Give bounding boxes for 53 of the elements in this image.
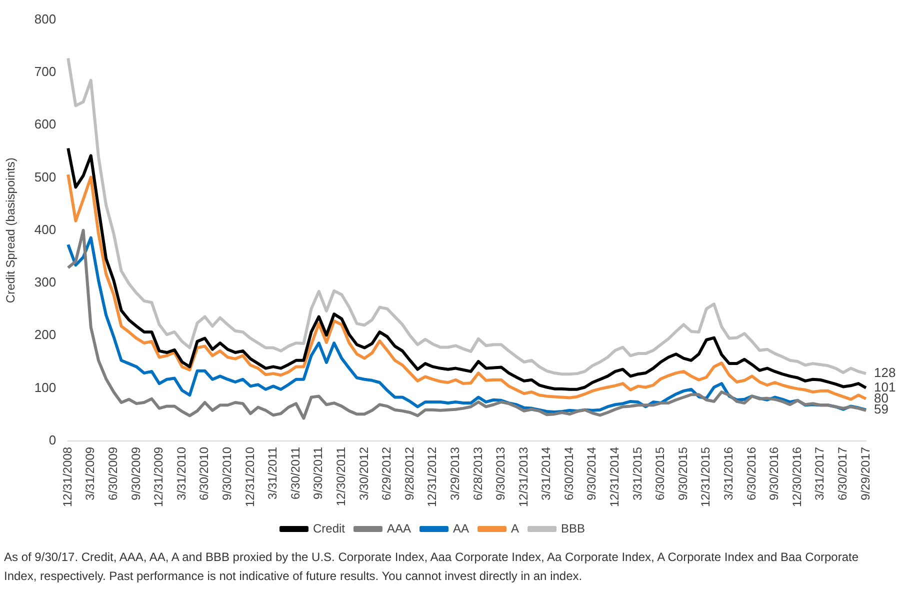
x-tick-label: 9/30/2015 [676,446,690,500]
y-axis-title: Credit Spread (basispoints) [4,158,18,304]
x-tick-label: 9/28/2012 [402,446,416,500]
x-tick-label: 3/31/2014 [539,446,554,500]
x-tick-label: 12/31/2010 [242,446,257,508]
legend-label: AA [453,521,470,536]
annotation: 128 [874,365,896,380]
x-tick-label: 3/31/2010 [174,446,188,500]
x-tick-label: 3/31/2009 [83,446,98,500]
x-tick-label: 6/30/2010 [197,446,212,500]
legend-label: Credit [312,521,346,536]
legend-label: BBB [561,521,586,536]
x-tick-label: 6/30/2015 [653,446,668,500]
x-tick-label: 9/29/2017 [858,446,872,500]
text: As of 9/30/17. Credit, AAA, AA, A and BBB proxied by the U.S. Corporate Index, Aaa Corporate Index, Aa Corporate Index, A Corporate Index and Baa Corporate Index, respectively. Past performance is not indicative of future results. You cannot invest directly in an index. [4,549,860,585]
y-tick-label: 300 [34,274,56,290]
legend-label: AAA [386,521,412,536]
y-tick-label: 100 [34,380,56,395]
x-tick-label: 6/30/2017 [836,446,850,500]
x-tick-label: 12/31/2008 [60,446,74,508]
x-tick-label: 9/30/2011 [311,446,326,500]
x-tick-label: 3/29/2013 [448,446,462,500]
x-tick-label: 12/31/2015 [698,446,713,508]
y-tick-label: 200 [34,327,56,342]
x-tick-label: 6/29/2012 [380,446,394,500]
y-tick-label: 800 [34,11,56,26]
x-tick-label: 12/31/2009 [152,446,166,508]
y-tick-label: 700 [34,64,56,80]
x-tick-label: 3/31/2015 [630,446,644,500]
y-tick-label: 400 [34,222,56,237]
x-tick-label: 12/31/2012 [425,446,440,508]
x-tick-label: 12/31/2013 [516,446,530,508]
x-tick-label: 3/31/2017 [812,446,827,500]
x-tick-label: 9/30/2009 [128,446,143,500]
x-tick-label: 12/30/2011 [334,446,348,506]
x-tick-label: 6/30/2016 [744,446,758,500]
y-tick-label: 0 [48,432,56,448]
y-tick-label: 500 [34,169,56,184]
x-tick-label: 6/30/2011 [288,446,302,500]
x-tick-label: 3/31/2011 [266,446,280,500]
x-tick-label: 6/30/2009 [106,446,120,500]
x-tick-label: 12/30/2016 [790,446,804,508]
x-tick-label: 9/30/2010 [220,446,234,500]
x-tick-label: 6/30/2014 [562,446,576,500]
x-tick-label: 9/30/2016 [767,446,782,500]
legend-label: A [511,521,520,536]
x-tick-label: 9/30/2013 [494,446,508,500]
x-tick-label: 3/31/2016 [722,446,736,500]
y-tick-label: 600 [34,116,56,132]
x-tick-label: 12/31/2014 [608,446,622,508]
x-tick-label: 6/28/2013 [470,446,485,500]
x-tick-label: 9/30/2014 [584,446,599,500]
x-tick-label: 3/30/2012 [356,446,371,500]
